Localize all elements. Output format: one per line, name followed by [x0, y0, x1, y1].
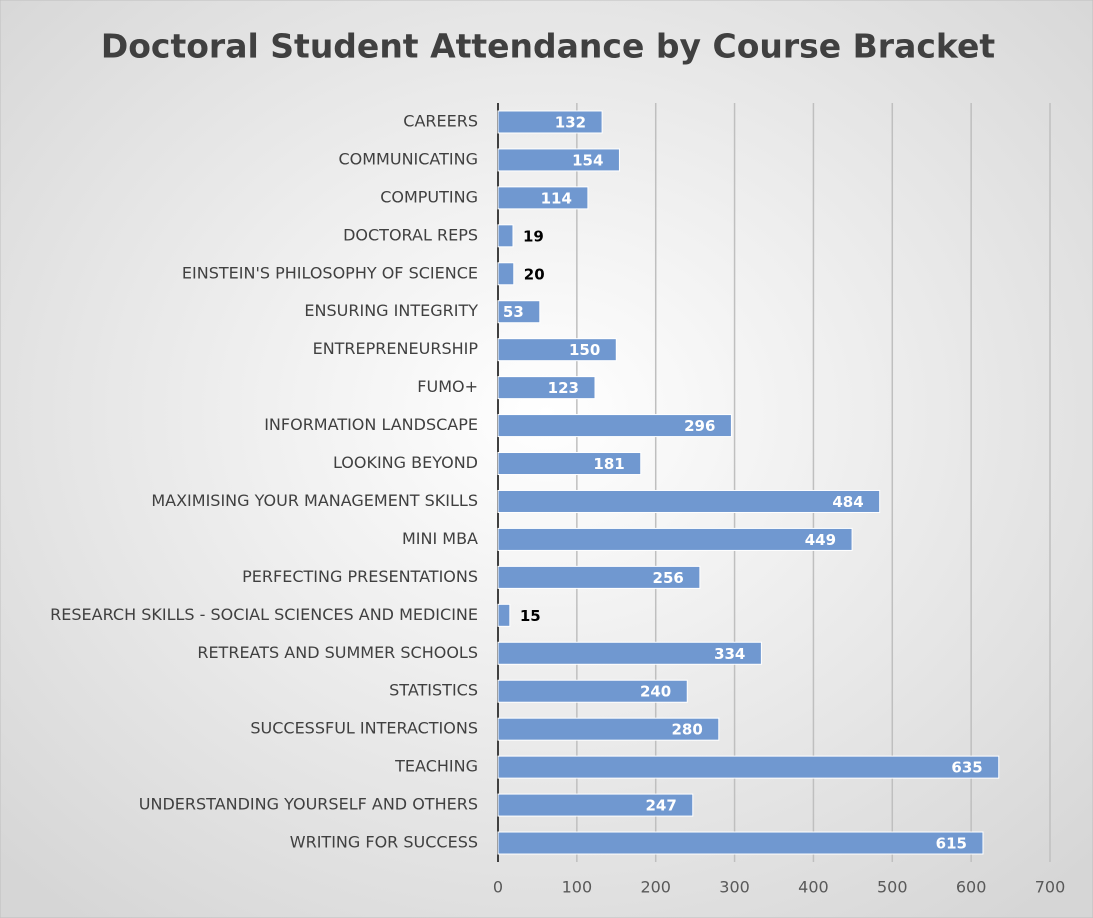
- bar: [497, 565, 701, 589]
- bar: [497, 527, 853, 551]
- y-tick-label: RESEARCH SKILLS - SOCIAL SCIENCES AND ME…: [50, 605, 478, 624]
- x-tick-label: 700: [1035, 878, 1066, 897]
- x-tick-label: 400: [798, 878, 829, 897]
- data-label: 615: [936, 835, 967, 853]
- x-tick-label: 600: [956, 878, 987, 897]
- y-tick-label: FUMO+: [417, 377, 478, 396]
- y-tick-label: RETREATS AND SUMMER SCHOOLS: [197, 643, 478, 662]
- bar: [497, 300, 541, 324]
- y-tick-label: ENSURING INTEGRITY: [304, 301, 478, 320]
- y-tick-label: CAREERS: [403, 111, 478, 130]
- data-label: 150: [569, 341, 600, 359]
- y-tick-label: PERFECTING PRESENTATIONS: [242, 567, 478, 586]
- bar: [497, 414, 732, 438]
- data-label: 484: [832, 493, 863, 511]
- data-label: 15: [520, 607, 541, 625]
- data-label: 123: [548, 379, 579, 397]
- data-label: 635: [951, 759, 982, 777]
- y-tick-label: COMMUNICATING: [338, 149, 478, 168]
- bar: [497, 831, 984, 855]
- data-label: 154: [572, 151, 603, 169]
- data-label: 334: [714, 645, 745, 663]
- y-tick-label: MAXIMISING YOUR MANAGEMENT SKILLS: [151, 491, 478, 510]
- y-tick-label: INFORMATION LANDSCAPE: [264, 415, 478, 434]
- chart-title: Doctoral Student Attendance by Course Br…: [101, 27, 995, 66]
- bar: [497, 224, 514, 248]
- y-tick-label: EINSTEIN'S PHILOSOPHY OF SCIENCE: [182, 263, 478, 282]
- y-tick-label: ENTREPRENEURSHIP: [313, 339, 479, 358]
- bar: [497, 679, 688, 703]
- data-label: 20: [524, 265, 545, 283]
- bar: [497, 489, 881, 513]
- bar: [497, 603, 511, 627]
- bar: [497, 376, 596, 400]
- y-tick-label: COMPUTING: [380, 187, 478, 206]
- data-label: 449: [805, 531, 836, 549]
- y-tick-label: TEACHING: [394, 757, 478, 776]
- data-label: 240: [640, 683, 671, 701]
- data-label: 132: [555, 113, 586, 131]
- y-tick-label: SUCCESSFUL INTERACTIONS: [250, 719, 478, 738]
- bar: [497, 717, 720, 741]
- bar: [497, 755, 1000, 779]
- x-tick-label: 0: [493, 878, 503, 897]
- data-label: 53: [503, 303, 524, 321]
- y-tick-label: LOOKING BEYOND: [333, 453, 478, 472]
- x-tick-label: 200: [640, 878, 671, 897]
- data-label: 280: [671, 721, 702, 739]
- bar: [497, 262, 515, 286]
- data-label: 296: [684, 417, 715, 435]
- data-label: 114: [541, 189, 572, 207]
- x-tick-label: 100: [562, 878, 593, 897]
- bar: [497, 338, 617, 362]
- bar: [497, 186, 589, 210]
- data-label: 256: [653, 569, 684, 587]
- bar: [497, 641, 762, 665]
- data-label: 181: [593, 455, 624, 473]
- bar: [497, 452, 642, 476]
- y-tick-label: UNDERSTANDING YOURSELF AND OTHERS: [139, 795, 478, 814]
- bar: [497, 793, 694, 817]
- y-tick-label: MINI MBA: [402, 529, 478, 548]
- y-tick-label: DOCTORAL REPS: [343, 225, 478, 244]
- bar: [497, 148, 620, 172]
- bar: [497, 110, 603, 134]
- y-tick-label: STATISTICS: [389, 681, 478, 700]
- data-label: 19: [523, 227, 544, 245]
- y-tick-label: WRITING FOR SUCCESS: [290, 833, 478, 852]
- data-label: 247: [645, 797, 676, 815]
- x-tick-label: 300: [719, 878, 750, 897]
- x-tick-label: 500: [877, 878, 908, 897]
